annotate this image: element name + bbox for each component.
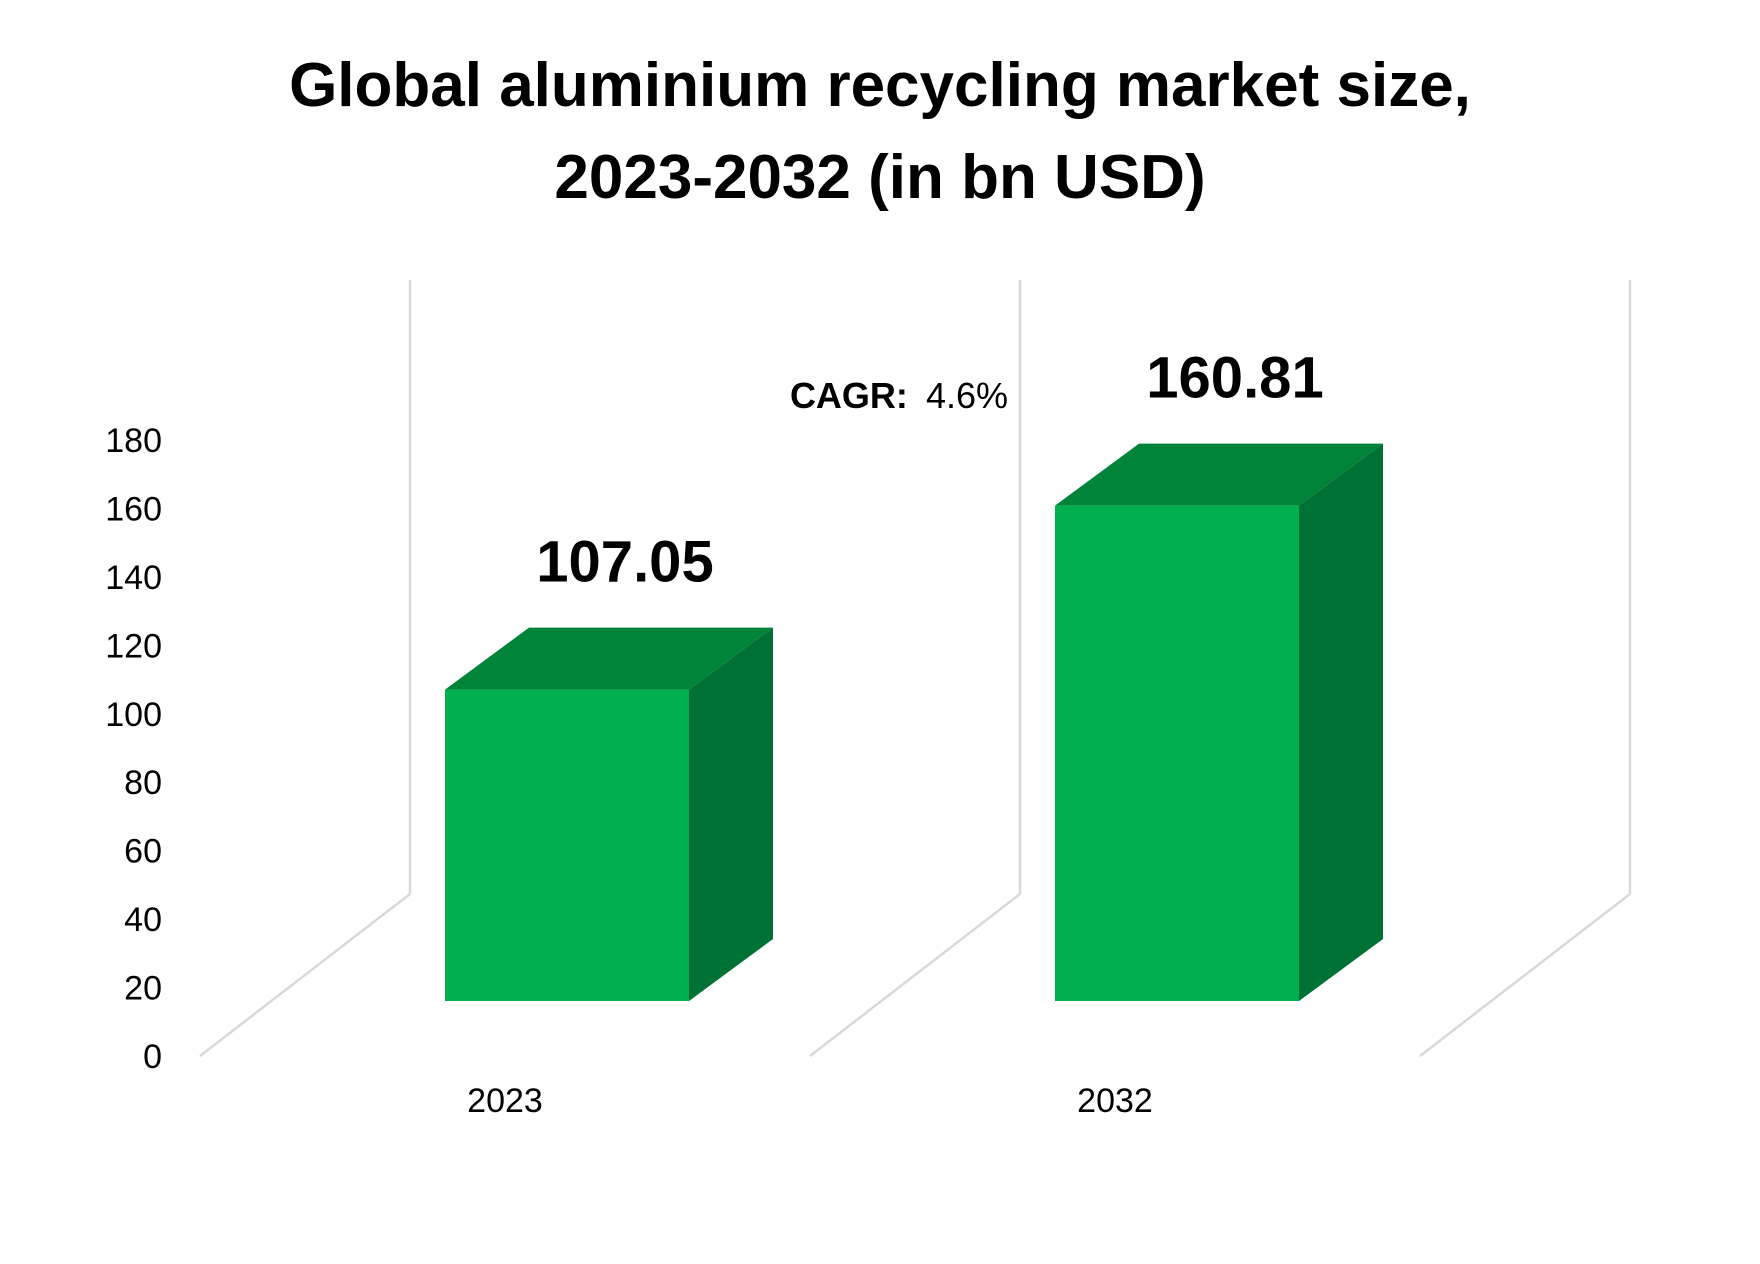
cagr-value: 4.6% — [926, 375, 1008, 416]
y-tick-label: 140 — [105, 559, 162, 597]
x-tick-label: 2023 — [467, 1082, 543, 1120]
bar-side-face — [1299, 443, 1383, 1001]
y-tick-label: 0 — [143, 1038, 162, 1076]
chart-title-line-2: 2023-2032 (in bn USD) — [554, 143, 1206, 212]
bar-2032 — [1055, 443, 1383, 1001]
data-labels: 107.05 160.81 — [536, 346, 1323, 595]
chart-title-line-1: Global aluminium recycling market size, — [289, 51, 1471, 120]
floor-line-2 — [1419, 893, 1631, 1057]
bars — [445, 443, 1383, 1001]
floor-line-0 — [199, 893, 411, 1057]
y-tick-label: 180 — [105, 422, 162, 460]
bar-2023 — [445, 627, 773, 1001]
chart-title: Global aluminium recycling market size, … — [0, 40, 1760, 224]
y-tick-label: 80 — [124, 764, 162, 802]
bar-front-face — [445, 689, 689, 1001]
data-label: 160.81 — [1146, 346, 1323, 411]
cagr-label: CAGR: — [790, 375, 908, 416]
x-tick-label: 2032 — [1077, 1082, 1153, 1120]
cagr-annotation: CAGR: 4.6% — [790, 375, 1008, 416]
y-tick-label: 160 — [105, 490, 162, 528]
bar-side-face — [689, 627, 773, 1001]
y-tick-label: 60 — [124, 833, 162, 871]
data-label: 107.05 — [536, 530, 713, 595]
bar-front-face — [1055, 505, 1299, 1001]
y-axis-ticks: 0 20 40 60 80 100 120 140 160 180 — [105, 422, 162, 1076]
floor-line-1 — [809, 893, 1021, 1057]
y-tick-label: 100 — [105, 696, 162, 734]
bar-top-face — [1055, 443, 1383, 506]
bar-top-face — [445, 627, 773, 690]
y-tick-label: 120 — [105, 627, 162, 665]
y-tick-label: 20 — [124, 970, 162, 1008]
y-tick-label: 40 — [124, 901, 162, 939]
x-axis-ticks: 2023 2032 — [467, 1082, 1153, 1120]
chart-back-walls — [199, 280, 1632, 1057]
